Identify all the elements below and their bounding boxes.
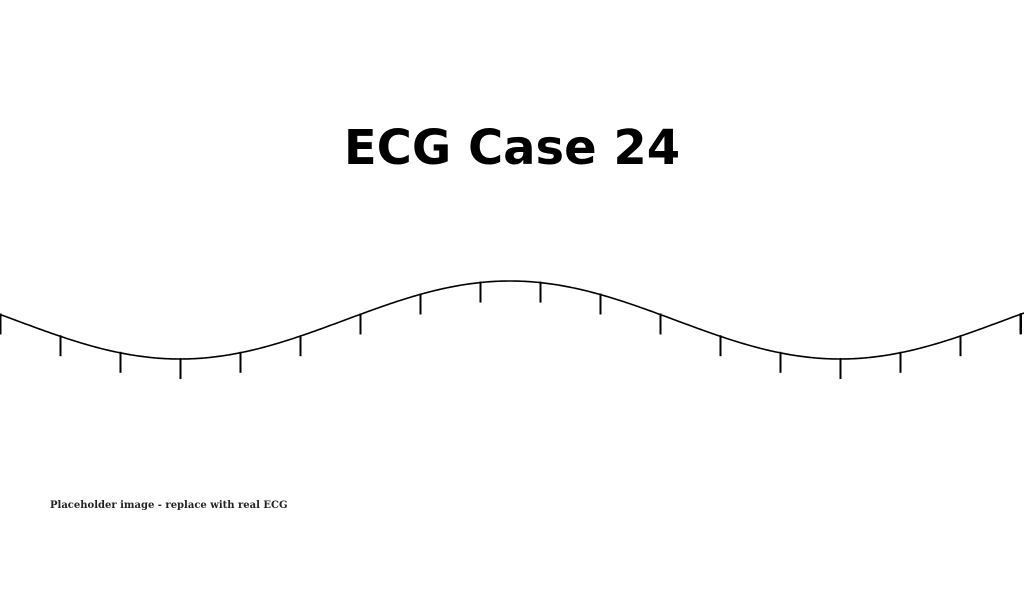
page-title: ECG Case 24 [343,120,681,176]
ecg-tick-marks [0,281,1022,379]
ecg-waveform-line [0,280,1024,360]
placeholder-caption: Placeholder image - replace with real EC… [50,500,288,511]
